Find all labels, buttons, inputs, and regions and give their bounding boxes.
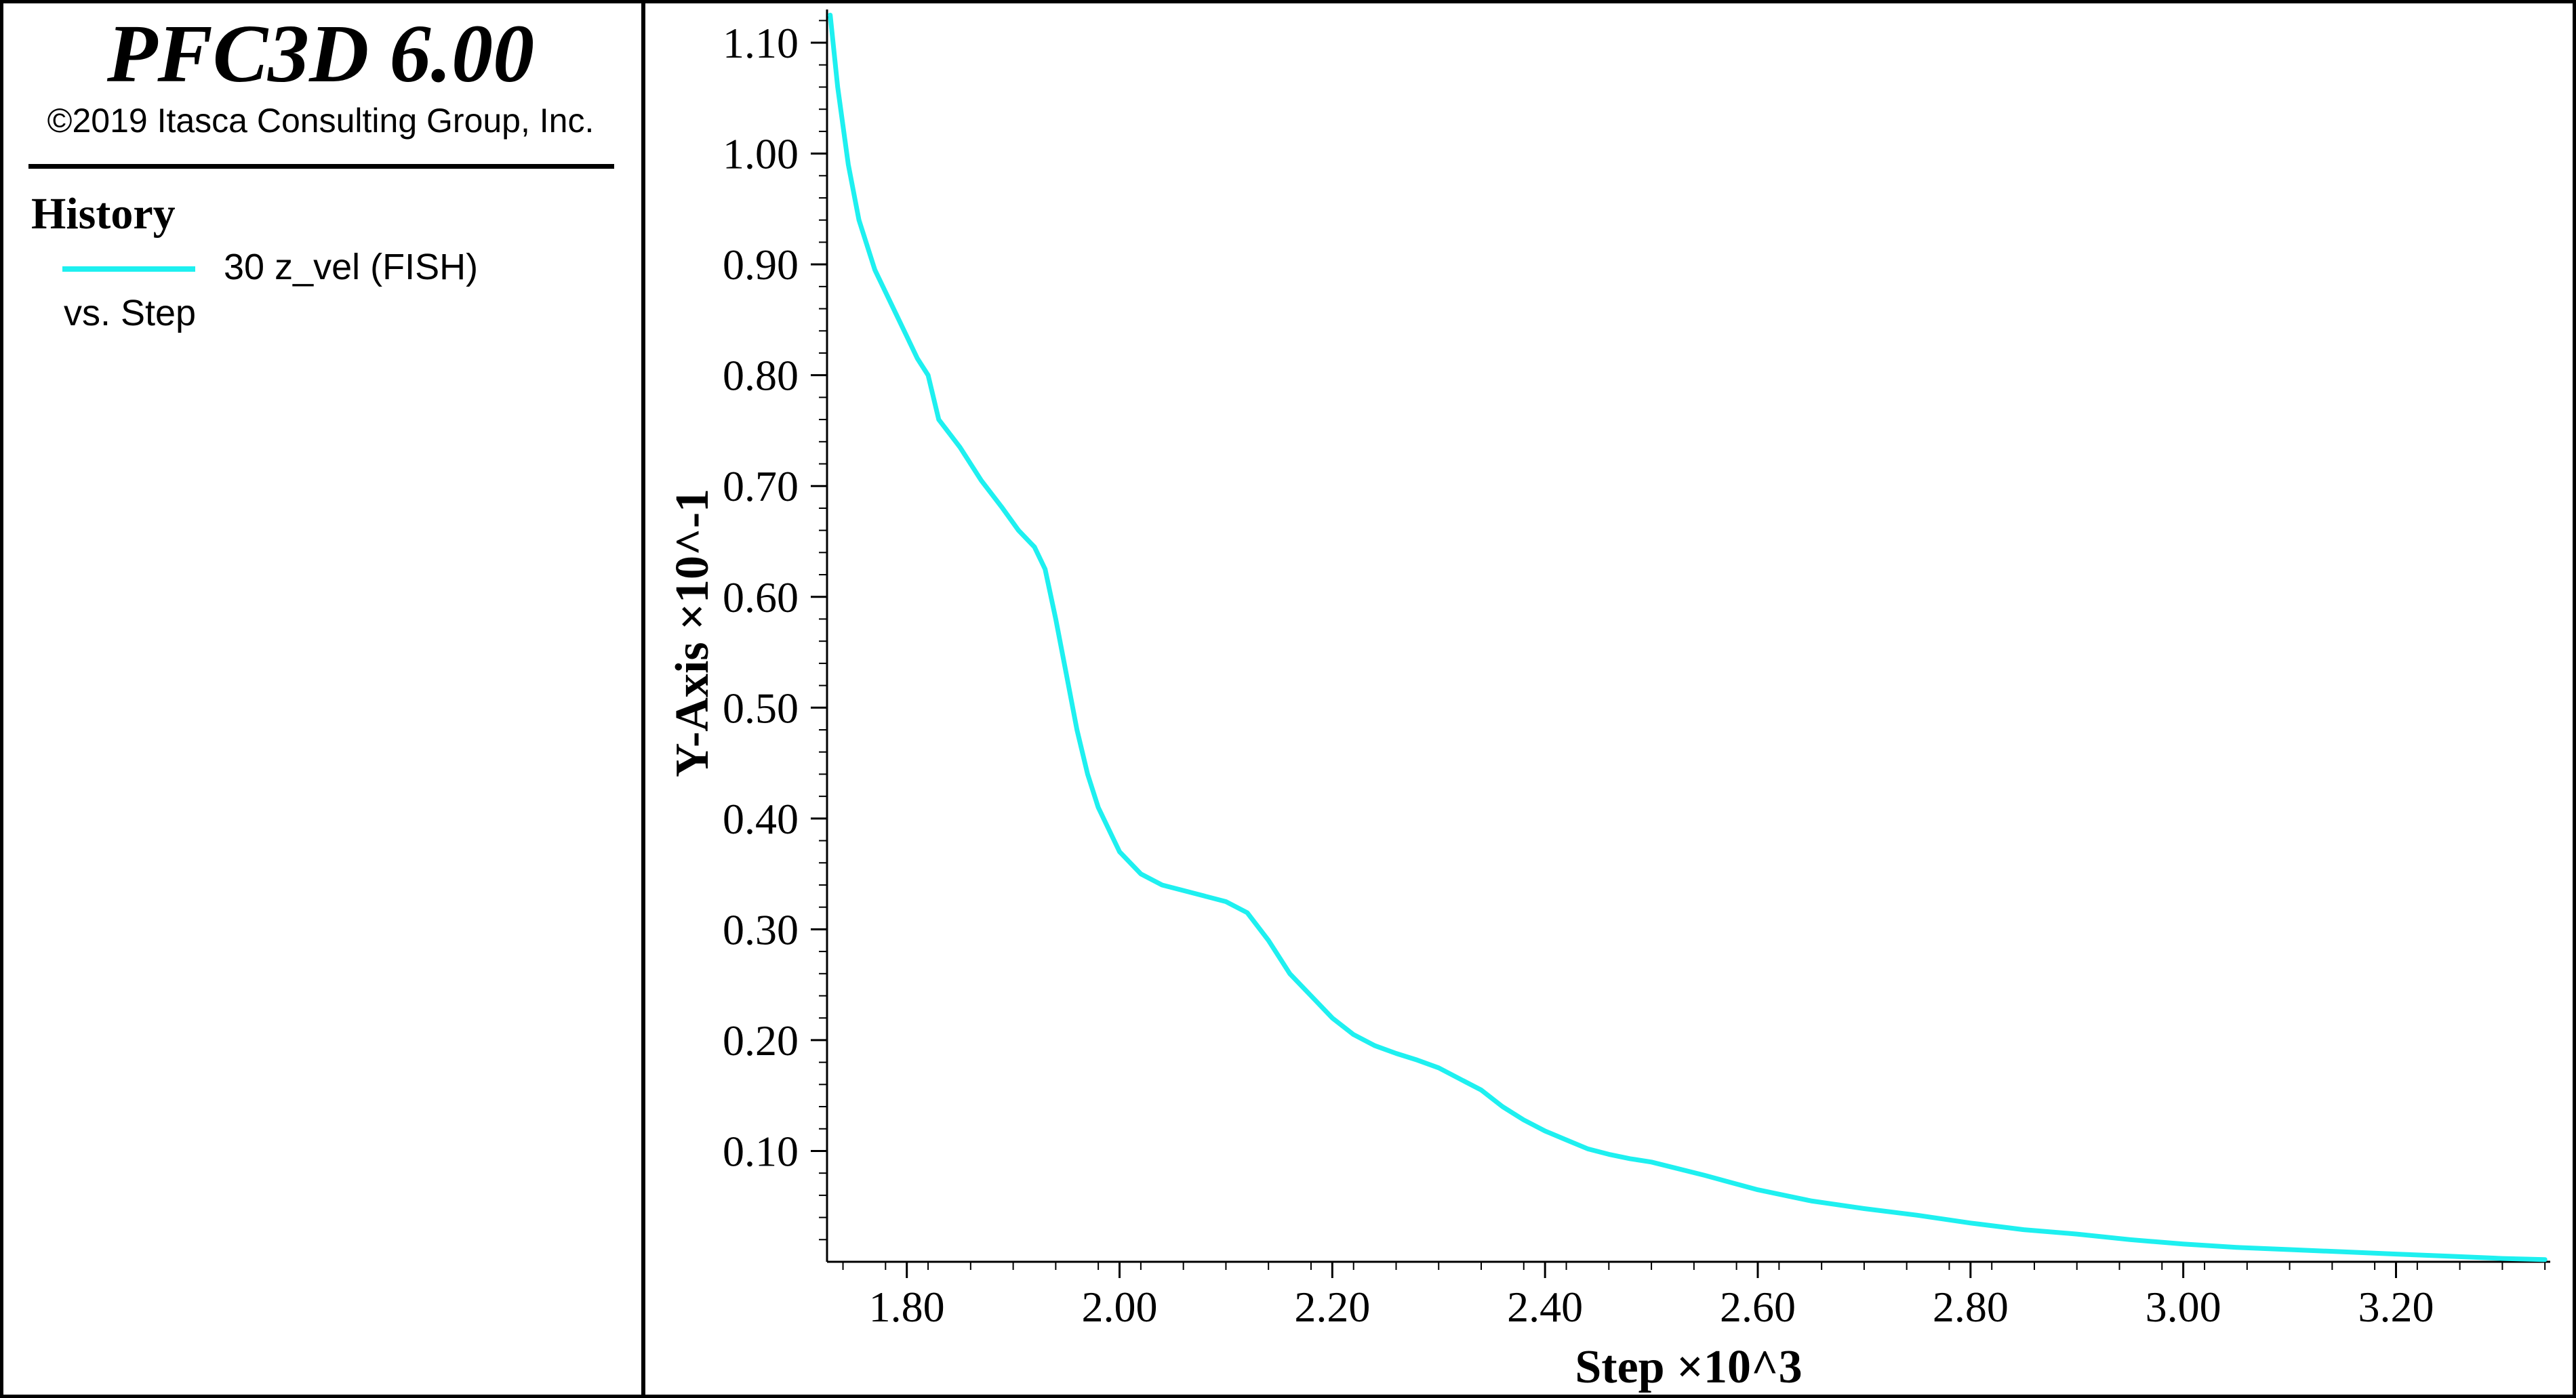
legend-series-label: 30 z_vel (FISH) (224, 247, 479, 287)
y-tick-label: 0.10 (723, 1127, 799, 1175)
x-axis-title: Step ×10^3 (1575, 1341, 1802, 1393)
axes: 0.10 0.20 0.30 0.40 0.50 0.60 0.70 0.80 0.90 1.00… (723, 9, 2550, 1331)
x-tick-label: 2.20 (1294, 1283, 1370, 1331)
y-tick-label: 1.00 (723, 130, 799, 178)
y-tick-label: 0.60 (723, 573, 799, 621)
y-tick-label: 0.30 (723, 905, 799, 953)
x-tick-label: 2.80 (1933, 1283, 2009, 1331)
legend-vs-label: vs. Step (64, 293, 197, 333)
y-tick-label: 0.40 (723, 795, 799, 843)
y-tick-label: 0.20 (723, 1016, 799, 1065)
y-tick-label: 0.90 (723, 241, 799, 289)
x-tick-label: 3.20 (2358, 1283, 2434, 1331)
series-group (828, 12, 2548, 1262)
x-tick-label: 1.80 (869, 1283, 945, 1331)
series-line (828, 12, 2548, 1262)
x-tick-label: 2.00 (1082, 1283, 1158, 1331)
legend-panel: PFC3D 6.00 ©2019 Itasca Consulting Group… (0, 0, 645, 1398)
copyright-text: ©2019 Itasca Consulting Group, Inc. (47, 102, 595, 140)
y-tick-label: 1.10 (723, 19, 799, 67)
x-tick-label: 3.00 (2146, 1283, 2221, 1331)
y-axis-title: Y-Axis ×10^-1 (666, 489, 719, 777)
y-tick-label: 0.70 (723, 462, 799, 510)
legend-series-swatch (62, 266, 195, 272)
title-divider (28, 164, 614, 169)
app-title: PFC3D 6.00 (106, 8, 535, 100)
y-tick-label: 0.80 (723, 352, 799, 400)
history-heading: History (31, 189, 176, 239)
x-tick-label: 2.60 (1720, 1283, 1796, 1331)
y-tick-label: 0.50 (723, 684, 799, 732)
x-tick-label: 2.40 (1507, 1283, 1583, 1331)
